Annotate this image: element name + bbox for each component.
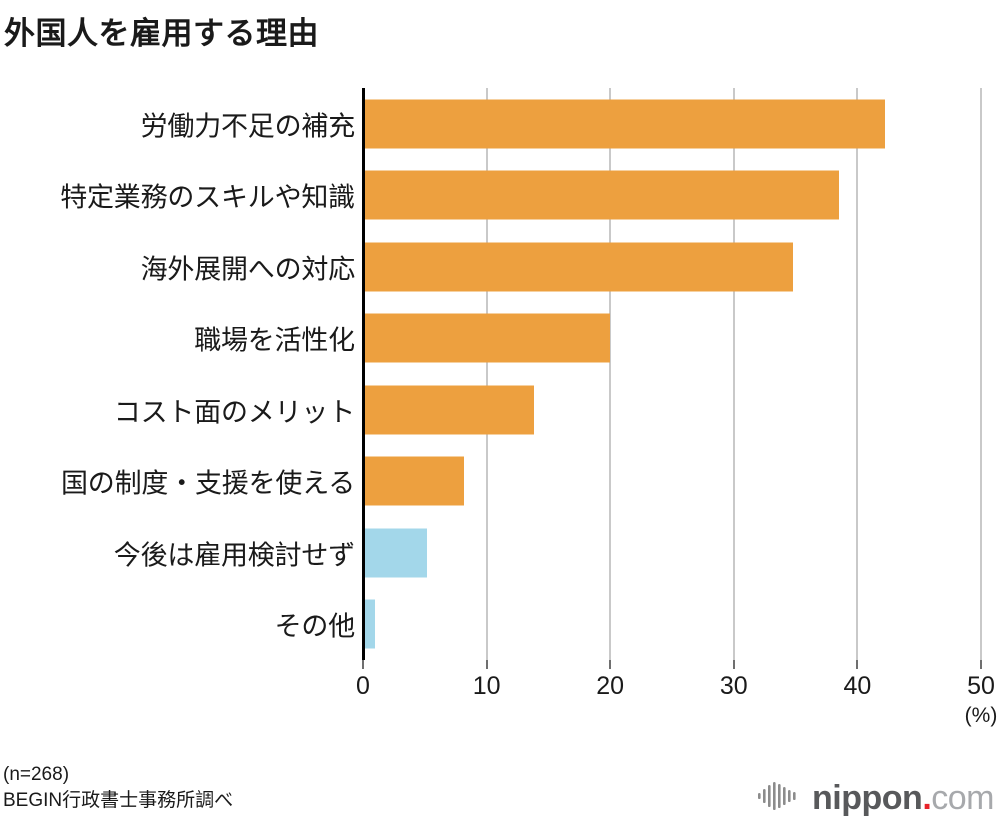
bar (365, 599, 376, 649)
gridlines (0, 88, 1000, 660)
category-label: 特定業務のスキルや知識 (60, 182, 355, 213)
category-label: 労働力不足の補充 (140, 111, 356, 142)
plot-area: 労働力不足の補充特定業務のスキルや知識海外展開への対応職場を活性化コスト面のメリ… (0, 88, 1000, 660)
value-axis-unit-label: (%) (964, 704, 998, 727)
bar (365, 456, 465, 506)
tick-mark-0 (362, 660, 364, 669)
chart-title: 外国人を雇用する理由 (4, 16, 319, 51)
category-label: その他 (274, 611, 356, 642)
footnotes: (n=268) BEGIN行政書士事務所調べ (3, 762, 233, 813)
category-label: 海外展開への対応 (140, 254, 356, 285)
value-axis-zero-line (362, 88, 365, 660)
tick-mark-20 (609, 660, 612, 669)
bar (365, 99, 885, 149)
category-label: 国の制度・支援を使える (61, 468, 355, 499)
bar (365, 528, 428, 578)
category-label: 職場を活性化 (194, 325, 355, 356)
tick-label-50: 50 (967, 672, 995, 700)
bar (365, 385, 534, 435)
bar (365, 170, 839, 220)
tick-label-10: 10 (472, 672, 501, 700)
category-label: 今後は雇用検討せず (113, 540, 355, 571)
gridline-20 (609, 88, 612, 660)
audio-wave-icon (758, 781, 802, 815)
brand-name: nippon (812, 779, 923, 817)
category-axis-labels: 労働力不足の補充特定業務のスキルや知識海外展開への対応職場を活性化コスト面のメリ… (0, 88, 355, 660)
bar (365, 242, 794, 292)
gridline-40 (856, 88, 859, 660)
source-note: BEGIN行政書士事務所調べ (3, 789, 234, 811)
tick-label-20: 20 (596, 672, 625, 700)
brand-tld: com (931, 779, 994, 817)
brand-dot: . (922, 779, 932, 817)
gridline-50 (980, 88, 982, 660)
tick-label-40: 40 (843, 672, 872, 700)
gridline-10 (485, 88, 488, 660)
tick-label-0: 0 (356, 672, 370, 700)
tick-label-30: 30 (719, 672, 748, 700)
category-label: コスト面のメリット (113, 397, 355, 428)
tick-mark-30 (732, 660, 735, 669)
sample-size-note: (n=268) (3, 764, 70, 785)
bar-series (0, 88, 1000, 660)
brand-wordmark: nippon. com (812, 781, 994, 815)
tick-mark-10 (485, 660, 488, 669)
tick-mark-50 (980, 660, 982, 669)
tick-mark-40 (856, 660, 859, 669)
nippon-com-logo: nippon. com (758, 781, 994, 815)
value-axis: 0 10 20 30 40 50 (%) (0, 660, 1000, 727)
bar (365, 313, 611, 363)
gridline-30 (732, 88, 735, 660)
